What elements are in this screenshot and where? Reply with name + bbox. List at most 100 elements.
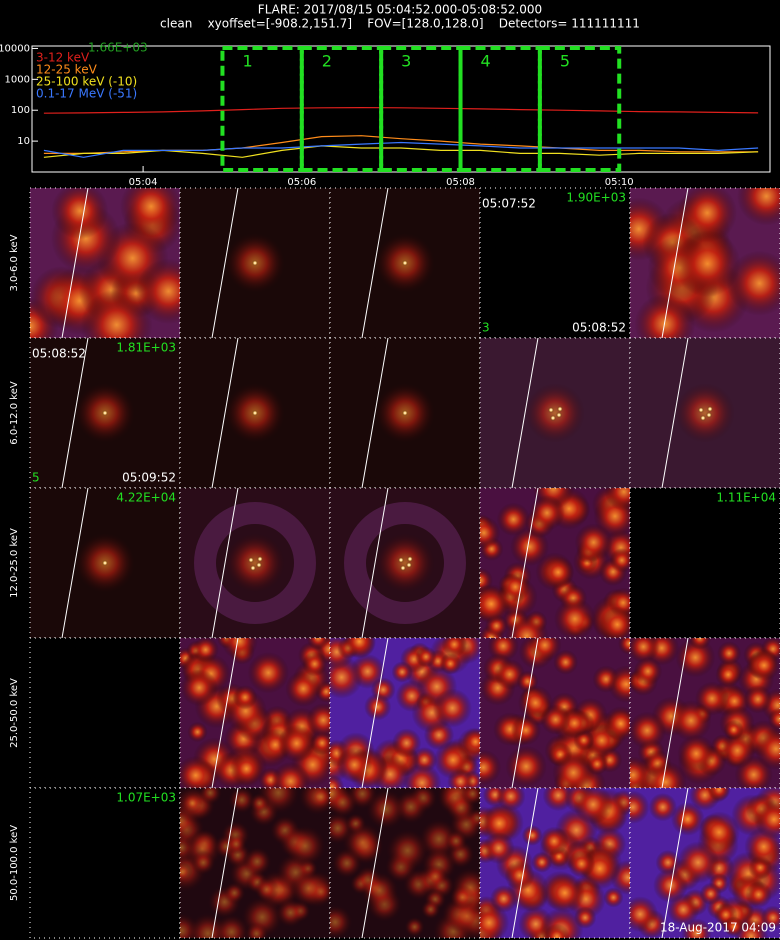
emission [698,811,740,854]
source [257,556,263,562]
start-time: 05:08:52 [32,347,86,361]
limb [511,788,539,938]
emission [760,905,780,930]
emission [617,638,630,655]
emission [342,821,383,863]
image-panel [180,638,330,788]
emission [221,638,258,660]
emission [521,825,543,846]
source [406,562,412,568]
peak-value: 1.81E+03 [116,341,176,355]
emission [707,788,731,802]
image-panel [180,338,330,488]
limb [661,338,689,488]
emission [391,661,413,683]
source [548,407,554,413]
limb [361,638,389,788]
emission [480,902,510,938]
emission [404,916,425,938]
emission [670,802,705,836]
emission [330,788,358,818]
image-panel [480,488,630,638]
image-panel [630,638,780,788]
emission [630,790,650,824]
source [102,410,108,416]
emission [496,502,531,537]
source [102,560,108,566]
emission [552,751,595,788]
emission [180,669,218,707]
emission [505,745,547,788]
emission [330,904,353,938]
source [248,557,254,563]
source [250,565,256,571]
limb [211,788,239,938]
emission [603,887,624,908]
emission [187,721,208,743]
limb [61,488,89,638]
image-panel [30,638,180,788]
limb [61,338,89,488]
emission [677,841,720,884]
emission [674,230,741,298]
emission [308,788,330,810]
image-panel [330,188,480,338]
interval-box [379,46,463,172]
emission [748,649,780,682]
legend-entry: 12-25 keV [36,63,98,77]
emission [365,788,407,830]
interval-index: 3 [482,321,490,335]
limb [211,338,239,488]
x-tick-label: 05:06 [287,177,316,188]
image-panel [330,788,480,938]
ring [194,502,316,624]
emission [242,846,272,877]
peak-value: 4.22E+04 [116,491,176,505]
emission [181,792,203,814]
emission [648,792,678,822]
panel-bg [30,638,180,788]
peak-value: 1.07E+03 [116,791,176,805]
image-panel [30,488,180,638]
halo [675,383,735,443]
panel-bg [630,488,780,638]
legend-entry: 25-100 keV (-10) [36,75,137,89]
limb [361,188,389,338]
emission [275,897,306,928]
emission [719,732,756,769]
annotation: 1.66E+03 [88,41,148,55]
end-time: 05:08:52 [572,321,626,335]
emission [254,877,280,902]
emission [285,670,322,707]
emission [423,864,448,889]
emission [330,774,345,788]
interval-label: 4 [481,52,491,71]
emission [745,881,772,908]
emission [271,761,311,788]
x-tick-label: 05:04 [129,177,158,188]
source [252,410,258,416]
y-tick-label: 100 [11,105,30,116]
emission [342,638,377,659]
halo [225,533,285,593]
emission [539,826,569,856]
emission [249,792,270,814]
start-time: 05:07:52 [482,197,536,211]
image-panel [630,188,780,338]
limb [361,338,389,488]
image-panel [480,788,630,938]
interval-label: 1 [242,52,252,71]
emission [364,693,392,721]
limb [661,638,689,788]
panel-frame [629,787,780,939]
emission [480,803,519,843]
x-tick-label: 05:08 [446,177,475,188]
source [252,260,258,266]
row-label: 50.0-100.0 keV [9,825,20,901]
emission [462,728,480,756]
emission [599,606,630,638]
emission [302,651,328,677]
emission [213,914,250,938]
emission [482,832,515,865]
emission [433,740,473,780]
